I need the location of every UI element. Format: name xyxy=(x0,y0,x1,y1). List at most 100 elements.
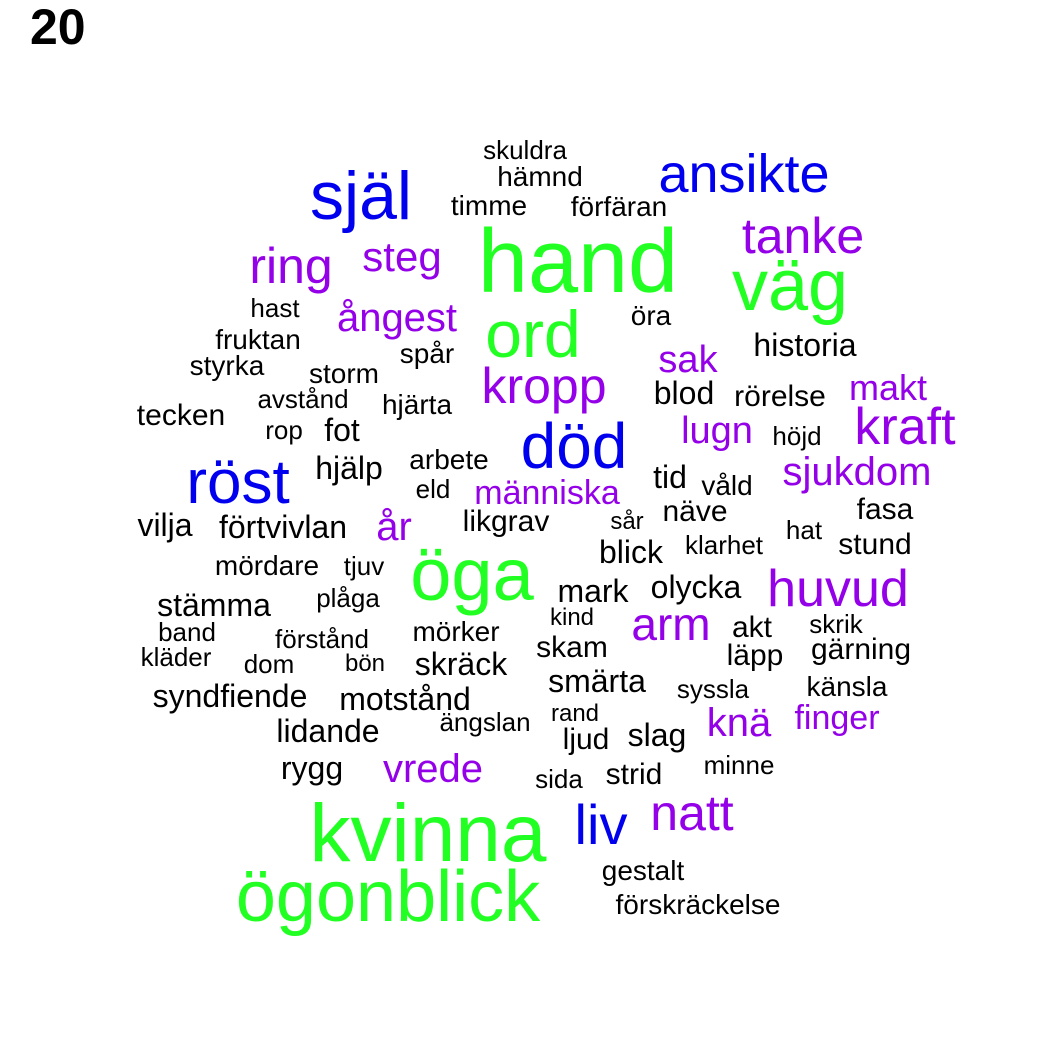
cloud-word: röst xyxy=(186,448,290,517)
cloud-word: klarhet xyxy=(684,530,764,560)
cloud-word: bön xyxy=(344,650,386,677)
cloud-word: skam xyxy=(536,631,608,664)
panel-number: 20 xyxy=(30,0,86,55)
cloud-word: rygg xyxy=(280,750,344,786)
cloud-word: dom xyxy=(243,649,295,679)
cloud-word: syssla xyxy=(676,674,750,704)
cloud-word: fot xyxy=(324,412,360,448)
cloud-word: sår xyxy=(610,508,644,535)
cloud-word: fruktan xyxy=(215,324,301,355)
cloud-word: makt xyxy=(848,367,928,408)
cloud-word: skrik xyxy=(809,609,863,639)
cloud-word: sjukdom xyxy=(782,450,932,494)
cloud-word: plåga xyxy=(316,583,380,613)
cloud-word: rörelse xyxy=(734,380,826,413)
cloud-word: hand xyxy=(477,212,679,312)
cloud-word: blick xyxy=(598,534,664,570)
cloud-word: slag xyxy=(627,717,687,753)
cloud-word: våld xyxy=(701,470,753,501)
cloud-word: arbete xyxy=(409,444,489,475)
cloud-word: knä xyxy=(706,701,772,745)
cloud-word: själ xyxy=(309,158,413,234)
cloud-word: akt xyxy=(731,611,773,644)
cloud-word: storm xyxy=(309,358,379,389)
cloud-word: tjuv xyxy=(343,551,385,581)
cloud-word: strid xyxy=(605,758,663,791)
cloud-word: rop xyxy=(265,415,303,445)
cloud-word: likgrav xyxy=(462,505,550,538)
cloud-word: död xyxy=(520,410,628,482)
cloud-word: år xyxy=(376,505,412,549)
cloud-word: mördare xyxy=(214,550,320,581)
cloud-word: läpp xyxy=(726,639,784,672)
cloud-word: hjälp xyxy=(315,450,383,486)
cloud-word: väg xyxy=(731,246,849,326)
cloud-word: sak xyxy=(658,339,718,381)
cloud-word: olycka xyxy=(650,569,742,605)
cloud-word: öra xyxy=(630,300,672,331)
cloud-word: kropp xyxy=(481,358,607,414)
cloud-word: hat xyxy=(785,515,823,545)
cloud-word: motstånd xyxy=(339,681,471,717)
cloud-word: hjärta xyxy=(381,389,453,420)
cloud-word: eld xyxy=(415,474,451,504)
cloud-word: mörker xyxy=(412,616,500,647)
cloud-word: ängslan xyxy=(439,707,531,737)
cloud-word: förtvivlan xyxy=(218,509,348,545)
cloud-word: ljud xyxy=(562,723,610,756)
cloud-word: mark xyxy=(557,573,629,609)
cloud-word: liv xyxy=(574,793,628,856)
cloud-word: arm xyxy=(631,598,711,650)
cloud-word: öga xyxy=(410,533,534,616)
cloud-word: steg xyxy=(362,233,442,280)
cloud-word: gestalt xyxy=(601,855,685,886)
cloud-word: kind xyxy=(549,604,595,631)
cloud-word: fasa xyxy=(856,493,914,526)
cloud-word: ångest xyxy=(336,296,458,340)
cloud-word: gärning xyxy=(810,633,912,666)
cloud-word: rand xyxy=(550,700,600,727)
cloud-word: förstånd xyxy=(275,624,369,654)
cloud-word: spår xyxy=(399,338,455,369)
cloud-word: förskräckelse xyxy=(615,889,781,920)
cloud-word: tid xyxy=(653,459,687,495)
cloud-word: ring xyxy=(249,238,333,294)
cloud-word: stämma xyxy=(157,587,271,623)
cloud-word: sida xyxy=(535,764,583,794)
cloud-word: kvinna xyxy=(309,788,547,879)
cloud-word: historia xyxy=(753,327,857,363)
cloud-word: syndfiende xyxy=(152,678,308,714)
cloud-word: hast xyxy=(250,293,300,323)
cloud-word: höjd xyxy=(772,421,822,451)
cloud-word: skuldra xyxy=(483,135,567,165)
cloud-word: förfäran xyxy=(570,191,668,222)
cloud-word: ord xyxy=(485,297,581,371)
cloud-word: tanke xyxy=(741,208,865,264)
cloud-word: minne xyxy=(703,750,775,780)
cloud-word: ansikte xyxy=(658,144,830,204)
cloud-word: avstånd xyxy=(257,384,349,414)
cloud-word: lugn xyxy=(681,410,753,452)
cloud-word: smärta xyxy=(548,663,646,699)
cloud-word: tecken xyxy=(136,399,226,432)
cloud-word: vrede xyxy=(382,747,484,791)
cloud-word: känsla xyxy=(806,671,888,702)
cloud-word: natt xyxy=(650,785,734,841)
cloud-word: kläder xyxy=(140,642,212,672)
cloud-word: blod xyxy=(653,375,715,411)
cloud-word: finger xyxy=(794,699,880,737)
cloud-word: timme xyxy=(450,190,528,221)
cloud-word: hämnd xyxy=(497,161,583,192)
cloud-word: styrka xyxy=(189,350,265,381)
cloud-word: kraft xyxy=(854,398,956,456)
cloud-word: huvud xyxy=(767,560,909,618)
cloud-word: band xyxy=(158,617,216,647)
cloud-word: vilja xyxy=(137,507,193,543)
cloud-word: människa xyxy=(474,474,620,512)
cloud-word: lidande xyxy=(276,713,380,749)
cloud-word: näve xyxy=(662,495,728,528)
cloud-word: ögonblick xyxy=(235,857,541,937)
cloud-word: skräck xyxy=(414,646,508,682)
cloud-word: stund xyxy=(838,528,912,561)
